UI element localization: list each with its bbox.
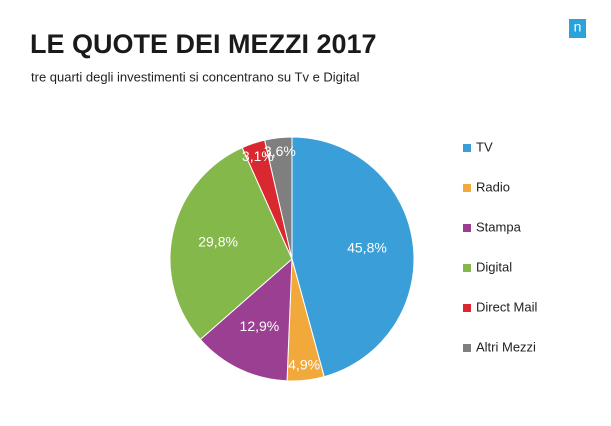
data-label: 12,9% [240, 318, 280, 334]
legend-label: Altri Mezzi [476, 339, 536, 354]
data-label: 3,1% [242, 148, 274, 164]
data-label: 29,8% [198, 234, 238, 250]
logo-box [569, 19, 586, 38]
logo: n [574, 19, 582, 35]
legend-label: Stampa [476, 219, 522, 234]
pie-slice [169, 146, 293, 341]
data-label: 3,6% [264, 143, 296, 159]
data-label: 45,8% [347, 240, 387, 256]
legend-label: Digital [476, 259, 512, 274]
legend-swatch [463, 344, 471, 352]
legend-label: Direct Mail [476, 299, 538, 314]
legend-label: TV [476, 139, 493, 154]
legend-swatch [463, 184, 471, 192]
legend-swatch [463, 224, 471, 232]
legend-swatch [463, 144, 471, 152]
legend-swatch [463, 264, 471, 272]
legend-swatch [463, 304, 471, 312]
chart-title: LE QUOTE DEI MEZZI 2017 [30, 29, 377, 59]
data-label: 4,9% [288, 356, 320, 372]
pie-slice [264, 136, 293, 260]
pie-slice [291, 136, 415, 378]
legend-label: Radio [476, 179, 510, 194]
pie-slice [199, 257, 293, 382]
chart-subtitle: tre quarti degli investimenti si concent… [31, 69, 360, 84]
